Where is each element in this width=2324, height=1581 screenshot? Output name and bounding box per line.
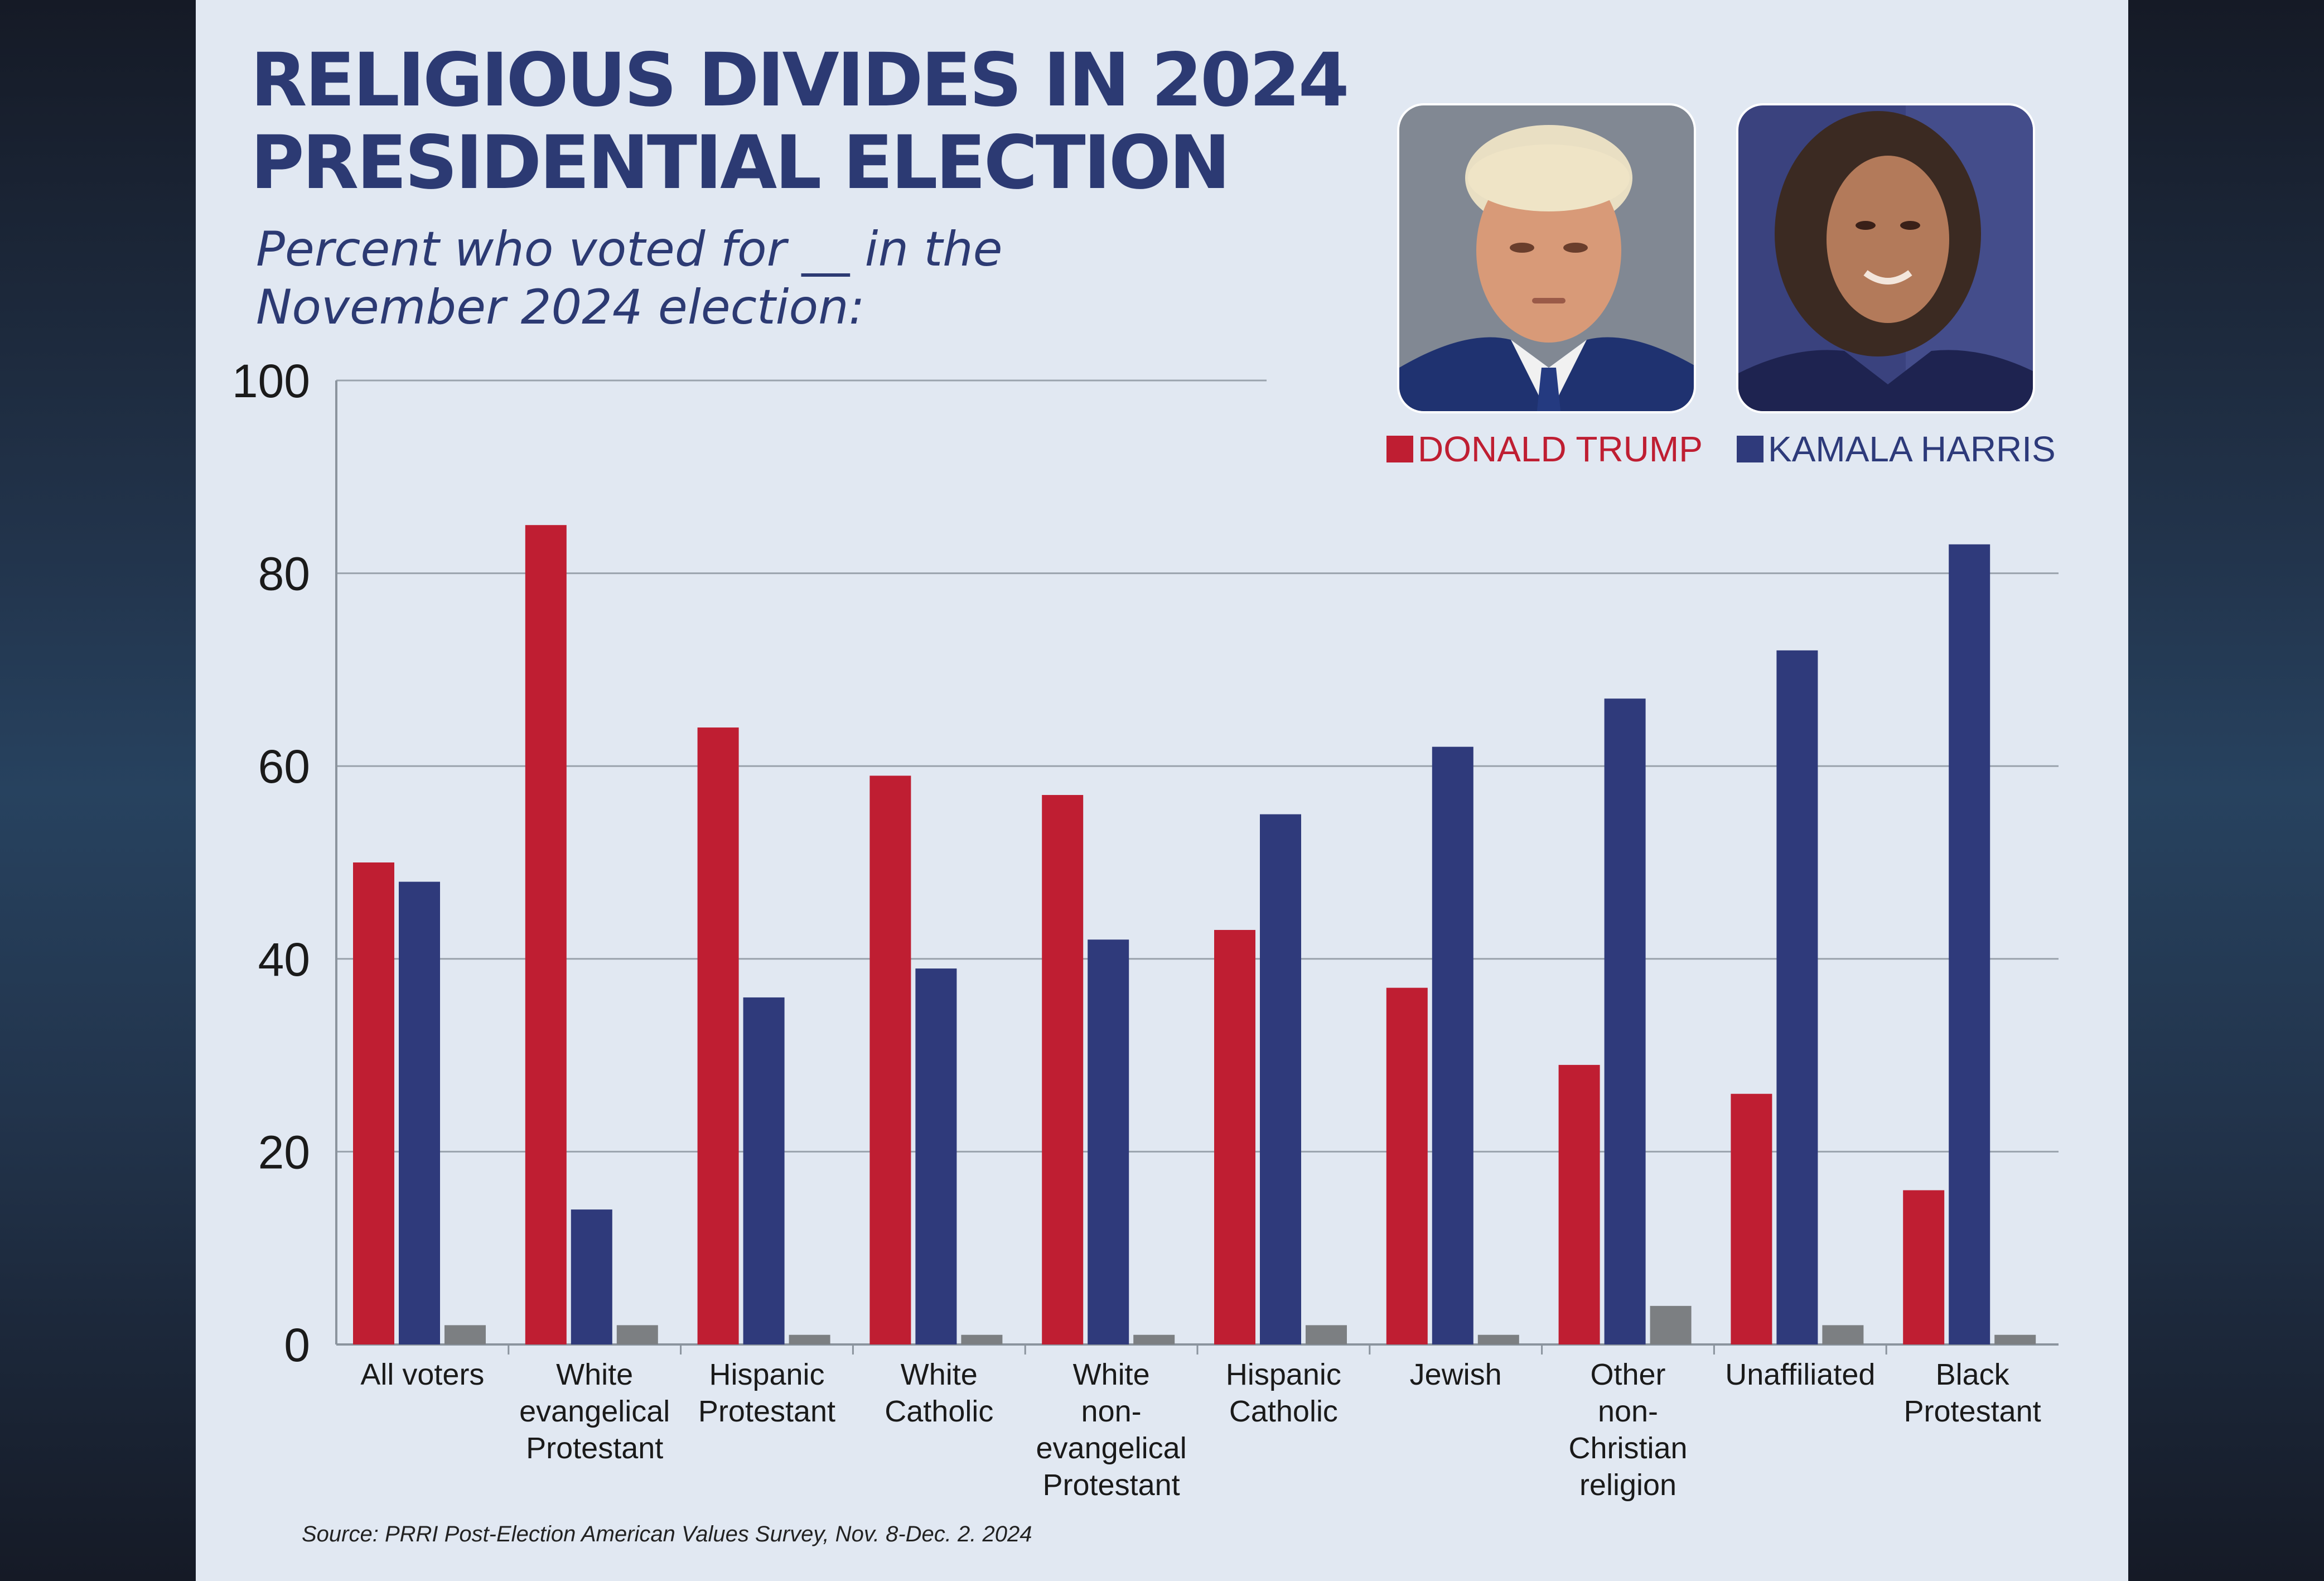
- bar-chart: 0 20 40 60 80 100 All voters White evangelical Pr…: [232, 355, 2059, 1502]
- trump-bar: [1042, 795, 1084, 1344]
- x-category-label: Unaffiliated: [1725, 1358, 1875, 1391]
- x-category-label: White evangelical Protestant: [519, 1358, 670, 1465]
- other-bar: [1650, 1305, 1692, 1344]
- other-bar: [1477, 1334, 1519, 1344]
- trump-bar: [697, 727, 739, 1344]
- x-category-label: Hispanic Catholic: [1226, 1358, 1341, 1428]
- harris-bar: [399, 881, 440, 1344]
- harris-bar: [1949, 544, 1990, 1344]
- chart-subtitle: Percent who voted for __ in the November…: [256, 221, 1003, 335]
- y-tick-label: 20: [258, 1126, 310, 1178]
- other-bar: [1306, 1325, 1347, 1344]
- harris-bar: [1432, 746, 1473, 1344]
- legend-label-trump: DONALD TRUMP: [1418, 429, 1703, 469]
- donald-trump-photo: [1397, 103, 1696, 413]
- kamala-harris-photo: [1736, 103, 2035, 413]
- x-category-label: Other non-Christian religion: [1568, 1358, 1687, 1502]
- trump-bar: [1731, 1093, 1772, 1344]
- trump-bar: [1386, 987, 1428, 1344]
- x-category-label: White non-evangelical Protestant: [1036, 1358, 1187, 1502]
- trump-bar: [869, 775, 911, 1344]
- legend-trump: DONALD TRUMP: [1386, 429, 1703, 469]
- harris-bar: [1776, 650, 1818, 1344]
- trump-bar: [353, 862, 394, 1344]
- y-tick-label: 60: [258, 740, 310, 793]
- x-category-label: Black Protestant: [1904, 1358, 2041, 1428]
- y-tick-label: 100: [232, 355, 310, 407]
- other-bar: [1133, 1334, 1175, 1344]
- harris-bar: [571, 1209, 612, 1344]
- other-bar: [444, 1325, 486, 1344]
- other-bar: [1994, 1334, 2036, 1344]
- harris-bar: [1260, 814, 1301, 1344]
- infographic-panel: RELIGIOUS DIVIDES IN 2024 PRESIDENTIAL E…: [196, 0, 2128, 1581]
- y-tick-label: 40: [258, 933, 310, 986]
- x-category-label: All voters: [360, 1358, 484, 1391]
- other-bar: [789, 1334, 830, 1344]
- harris-bar: [743, 997, 785, 1344]
- legend-label-harris: KAMALA HARRIS: [1768, 429, 2056, 469]
- x-category-label: Jewish: [1410, 1358, 1502, 1391]
- other-bar: [961, 1334, 1003, 1344]
- x-category-label: White Catholic: [885, 1358, 993, 1428]
- x-category-label: Hispanic Protestant: [698, 1358, 835, 1428]
- source-note: Source: PRRI Post-Election American Valu…: [302, 1522, 1032, 1546]
- harris-bar: [1604, 698, 1646, 1344]
- y-tick-label: 0: [284, 1319, 310, 1371]
- harris-bar: [915, 968, 957, 1344]
- other-bar: [616, 1325, 658, 1344]
- trump-bar: [525, 525, 567, 1345]
- trump-bar: [1558, 1064, 1600, 1344]
- legend-swatch-harris: [1737, 436, 1763, 462]
- harris-bar: [1088, 939, 1129, 1344]
- page-title: RELIGIOUS DIVIDES IN 2024 PRESIDENTIAL E…: [250, 37, 1350, 206]
- y-tick-label: 80: [258, 548, 310, 600]
- other-bar: [1822, 1325, 1864, 1344]
- trump-bar: [1903, 1190, 1945, 1344]
- legend-swatch-trump: [1386, 436, 1413, 462]
- legend-harris: KAMALA HARRIS: [1737, 429, 2056, 469]
- trump-bar: [1214, 929, 1255, 1344]
